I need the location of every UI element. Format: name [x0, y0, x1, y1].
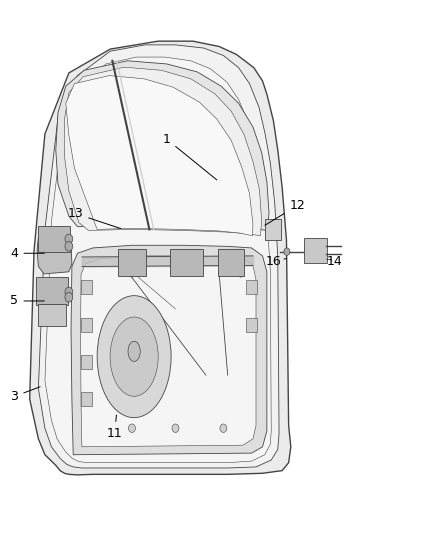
- FancyBboxPatch shape: [38, 304, 66, 326]
- FancyBboxPatch shape: [265, 219, 281, 240]
- Polygon shape: [81, 256, 256, 447]
- Text: 11: 11: [107, 415, 123, 440]
- Polygon shape: [45, 57, 271, 463]
- Circle shape: [128, 424, 135, 432]
- Text: 5: 5: [11, 294, 44, 308]
- Text: 16: 16: [265, 255, 286, 268]
- FancyBboxPatch shape: [246, 280, 257, 294]
- FancyBboxPatch shape: [36, 277, 68, 305]
- Text: 4: 4: [11, 247, 44, 260]
- Circle shape: [128, 269, 135, 277]
- FancyBboxPatch shape: [38, 225, 70, 252]
- Polygon shape: [37, 232, 72, 274]
- Polygon shape: [66, 76, 253, 236]
- FancyBboxPatch shape: [246, 318, 257, 332]
- Text: 13: 13: [67, 207, 120, 229]
- Text: 12: 12: [265, 199, 305, 225]
- Polygon shape: [56, 61, 269, 230]
- Text: 3: 3: [11, 387, 40, 403]
- FancyBboxPatch shape: [81, 280, 92, 294]
- FancyBboxPatch shape: [81, 318, 92, 332]
- Circle shape: [65, 293, 73, 302]
- FancyBboxPatch shape: [81, 355, 92, 369]
- Polygon shape: [64, 67, 261, 236]
- Circle shape: [237, 269, 244, 277]
- Text: 1: 1: [163, 133, 217, 180]
- FancyBboxPatch shape: [117, 249, 146, 276]
- Circle shape: [65, 234, 73, 244]
- FancyBboxPatch shape: [81, 392, 92, 406]
- Circle shape: [65, 241, 73, 251]
- FancyBboxPatch shape: [304, 238, 327, 263]
- Text: 14: 14: [326, 255, 342, 268]
- Circle shape: [172, 424, 179, 432]
- FancyBboxPatch shape: [218, 249, 244, 276]
- Polygon shape: [71, 245, 267, 455]
- Polygon shape: [30, 41, 291, 475]
- Circle shape: [65, 287, 73, 297]
- Ellipse shape: [128, 341, 140, 361]
- Ellipse shape: [97, 296, 171, 418]
- FancyBboxPatch shape: [170, 249, 203, 276]
- Circle shape: [220, 424, 227, 432]
- Ellipse shape: [110, 317, 158, 396]
- Polygon shape: [39, 45, 279, 468]
- Circle shape: [284, 248, 290, 255]
